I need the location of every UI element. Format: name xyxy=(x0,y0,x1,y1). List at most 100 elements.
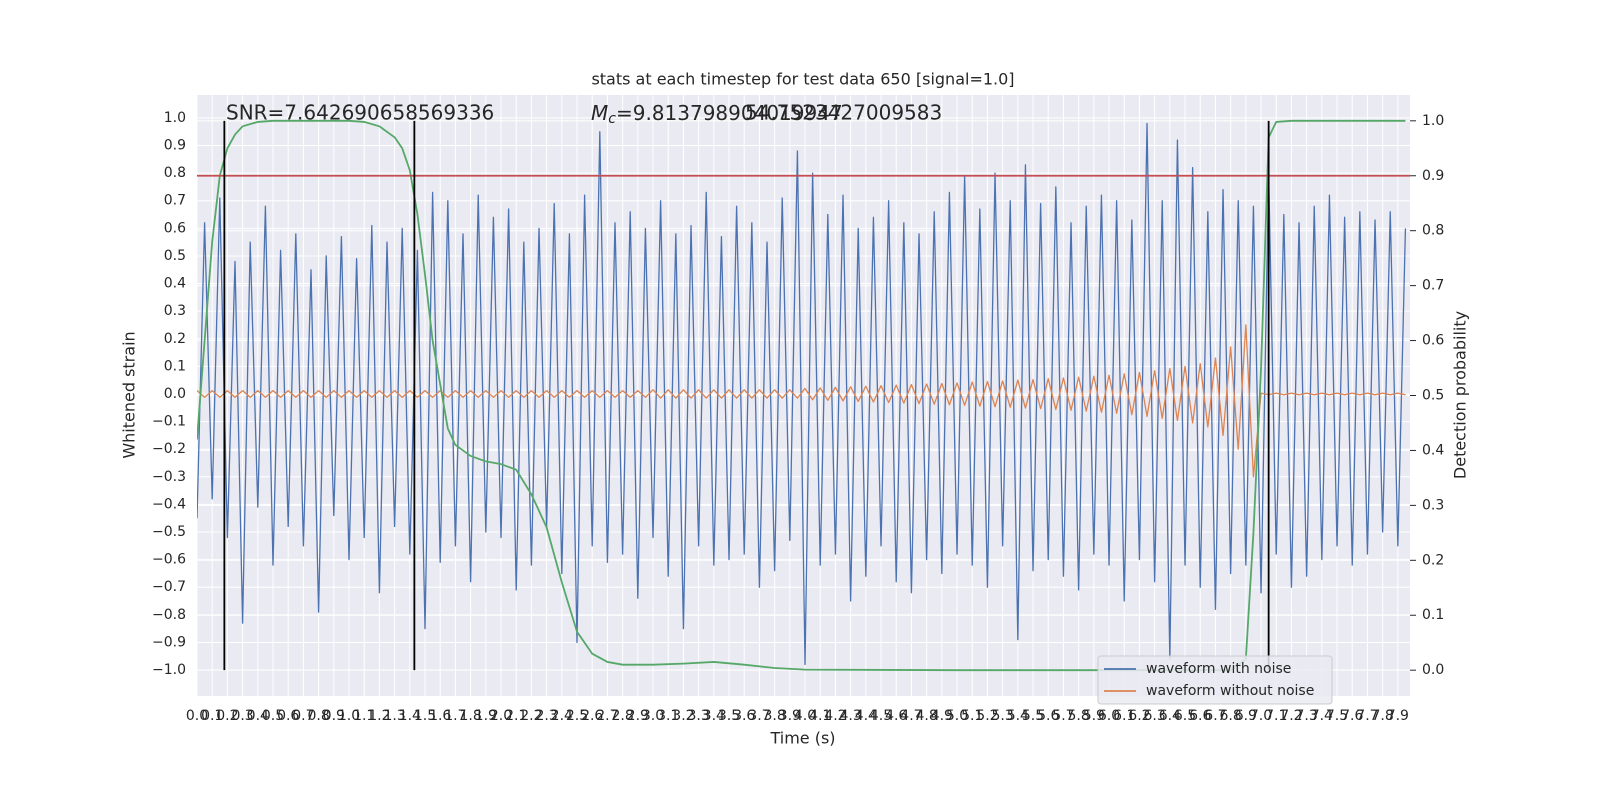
x-tick-label: 0.1 xyxy=(201,708,223,724)
x-tick-label: 5.2 xyxy=(976,708,998,724)
x-tick-label: 3.1 xyxy=(657,708,679,724)
x-tick-label: 3.8 xyxy=(763,708,785,724)
mc-value: =9.813798904019947 xyxy=(616,101,843,125)
x-tick-label: 7.1 xyxy=(1265,708,1287,724)
x-tick-label: 7.9 xyxy=(1387,708,1409,724)
y-tick-label: −0.4 xyxy=(152,496,186,512)
x-tick-label: 4.6 xyxy=(885,708,907,724)
x-tick-label: 2.3 xyxy=(535,708,557,724)
y-tick-label: 0.8 xyxy=(164,165,186,181)
y-tick-label: −0.9 xyxy=(152,634,186,650)
x-tick-label: 0.4 xyxy=(247,708,269,724)
x-tick-label: 2.2 xyxy=(520,708,542,724)
x-tick-label: 7.3 xyxy=(1296,708,1318,724)
y2-tick-label: 0.3 xyxy=(1422,497,1444,513)
x-tick-label: 2.4 xyxy=(551,708,573,724)
x-tick-label: 4.2 xyxy=(824,708,846,724)
x-tick-label: 0.9 xyxy=(323,708,345,724)
y2-tick-label: 0.5 xyxy=(1422,388,1444,404)
y2-tick-label: 0.9 xyxy=(1422,168,1444,184)
x-tick-label: 3.9 xyxy=(779,708,801,724)
x-tick-label: 7.0 xyxy=(1250,708,1272,724)
x-tick-label: 1.3 xyxy=(383,708,405,724)
y-tick-label: 0.5 xyxy=(164,248,186,264)
x-tick-label: 0.8 xyxy=(307,708,329,724)
y-tick-label: 1.0 xyxy=(164,110,186,126)
x-tick-label: 6.1 xyxy=(1113,708,1135,724)
x-tick-label: 6.0 xyxy=(1098,708,1120,724)
mc-extra-annotation: 54.7523427009583 xyxy=(745,101,942,125)
y-tick-label: −0.8 xyxy=(152,607,186,623)
y-tick-label: −0.5 xyxy=(152,524,186,540)
x-tick-label: 5.1 xyxy=(961,708,983,724)
x-tick-label: 7.4 xyxy=(1311,708,1333,724)
x-tick-label: 7.8 xyxy=(1372,708,1394,724)
x-tick-label: 4.7 xyxy=(900,708,922,724)
x-tick-label: 1.5 xyxy=(414,708,436,724)
x-tick-label: 2.9 xyxy=(627,708,649,724)
y-tick-label: −0.1 xyxy=(152,414,186,430)
x-tick-label: 4.8 xyxy=(915,708,937,724)
x-tick-label: 5.5 xyxy=(1022,708,1044,724)
x-tick-label: 6.3 xyxy=(1143,708,1165,724)
x-tick-label: 7.6 xyxy=(1341,708,1363,724)
x-tick-label: 2.5 xyxy=(566,708,588,724)
y-tick-label: 0.4 xyxy=(164,276,186,292)
x-tick-label: 6.8 xyxy=(1220,708,1242,724)
x-tick-label: 0.7 xyxy=(292,708,314,724)
x-tick-label: 4.1 xyxy=(809,708,831,724)
y-tick-label: 0.2 xyxy=(164,331,186,347)
x-tick-label: 0.6 xyxy=(277,708,299,724)
x-tick-label: 4.4 xyxy=(855,708,877,724)
x-tick-label: 3.4 xyxy=(703,708,725,724)
x-tick-label: 5.6 xyxy=(1037,708,1059,724)
y-tick-label: −1.0 xyxy=(152,662,186,678)
x-tick-label: 6.2 xyxy=(1128,708,1150,724)
x-tick-label: 4.9 xyxy=(931,708,953,724)
y-axis-label: Whitened strain xyxy=(120,331,139,458)
y2-tick-label: 0.1 xyxy=(1422,607,1444,623)
x-tick-label: 7.7 xyxy=(1356,708,1378,724)
x-tick-label: 6.6 xyxy=(1189,708,1211,724)
legend-label: waveform with noise xyxy=(1146,661,1291,677)
x-tick-label: 0.3 xyxy=(231,708,253,724)
x-tick-label: 0.5 xyxy=(262,708,284,724)
y2-tick-label: 0.0 xyxy=(1422,662,1444,678)
x-tick-label: 4.5 xyxy=(870,708,892,724)
y-tick-label: 0.1 xyxy=(164,358,186,374)
x-tick-label: 2.0 xyxy=(490,708,512,724)
x-tick-label: 5.9 xyxy=(1083,708,1105,724)
x-tick-label: 1.9 xyxy=(475,708,497,724)
y2-tick-label: 0.4 xyxy=(1422,442,1444,458)
plot-marks xyxy=(197,119,1410,672)
x-tick-label: 4.3 xyxy=(839,708,861,724)
x-axis-label: Time (s) xyxy=(769,729,835,748)
y2-tick-label: 1.0 xyxy=(1422,113,1444,129)
x-tick-label: 2.7 xyxy=(596,708,618,724)
mc-annotation: Mc=9.813798904019947 xyxy=(591,101,843,128)
x-tick-label: 7.5 xyxy=(1326,708,1348,724)
x-tick-label: 5.3 xyxy=(991,708,1013,724)
y2-tick-label: 0.6 xyxy=(1422,333,1444,349)
y-tick-label: 0.7 xyxy=(164,193,186,209)
x-tick-label: 5.0 xyxy=(946,708,968,724)
axes: 0.00.10.20.30.40.50.60.70.80.91.01.11.21… xyxy=(152,110,1444,724)
y-tick-label: −0.6 xyxy=(152,552,186,568)
x-tick-label: 6.4 xyxy=(1159,708,1181,724)
x-tick-label: 6.7 xyxy=(1204,708,1226,724)
legend-label: waveform without noise xyxy=(1146,683,1314,699)
x-tick-label: 6.5 xyxy=(1174,708,1196,724)
y-tick-label: 0.0 xyxy=(164,386,186,402)
x-tick-label: 6.9 xyxy=(1235,708,1257,724)
x-tick-label: 5.4 xyxy=(1007,708,1029,724)
mc-subscript: c xyxy=(608,111,616,127)
x-tick-label: 3.5 xyxy=(718,708,740,724)
y-tick-label: −0.7 xyxy=(152,579,186,595)
legend: waveform with noise waveform without nois… xyxy=(1097,655,1333,705)
x-tick-label: 2.8 xyxy=(611,708,633,724)
x-tick-label: 7.2 xyxy=(1280,708,1302,724)
y-tick-label: 0.3 xyxy=(164,303,186,319)
x-tick-label: 1.7 xyxy=(444,708,466,724)
